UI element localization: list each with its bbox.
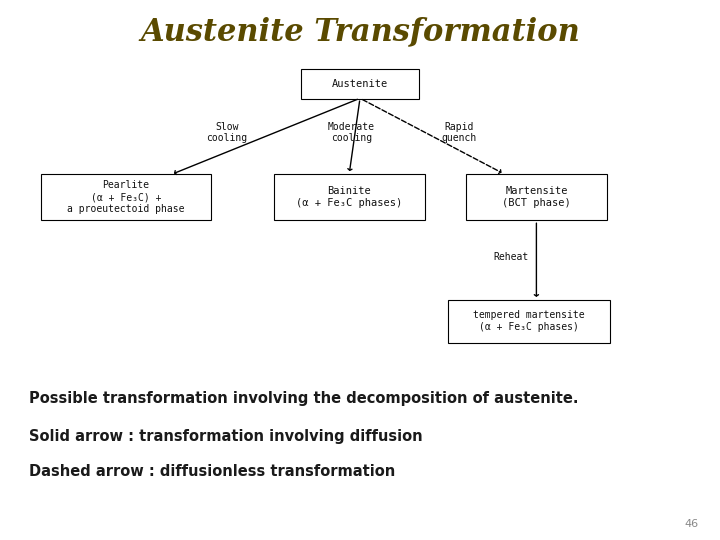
FancyBboxPatch shape <box>274 174 425 220</box>
Text: Moderate
cooling: Moderate cooling <box>328 122 375 143</box>
Text: Dashed arrow : diffusionless transformation: Dashed arrow : diffusionless transformat… <box>29 464 395 480</box>
Text: tempered martensite
(α + Fe₃C phases): tempered martensite (α + Fe₃C phases) <box>473 310 585 332</box>
Text: Austenite Transformation: Austenite Transformation <box>140 16 580 47</box>
Text: Martensite
(BCT phase): Martensite (BCT phase) <box>502 186 571 208</box>
FancyBboxPatch shape <box>301 69 419 98</box>
Text: Austenite: Austenite <box>332 79 388 89</box>
Text: Rapid
quench: Rapid quench <box>442 122 477 143</box>
FancyBboxPatch shape <box>467 174 606 220</box>
Text: Solid arrow : transformation involving diffusion: Solid arrow : transformation involving d… <box>29 429 423 444</box>
FancyBboxPatch shape <box>42 174 210 220</box>
Text: Slow
cooling: Slow cooling <box>206 122 248 143</box>
Text: 46: 46 <box>684 519 698 529</box>
Text: Reheat: Reheat <box>494 252 528 261</box>
Text: Possible transformation involving the decomposition of austenite.: Possible transformation involving the de… <box>29 392 578 407</box>
Text: Pearlite
(α + Fe₃C) +
a proeutectoid phase: Pearlite (α + Fe₃C) + a proeutectoid pha… <box>67 180 185 214</box>
FancyBboxPatch shape <box>448 300 610 343</box>
Text: Bainite
(α + Fe₃C phases): Bainite (α + Fe₃C phases) <box>296 186 402 208</box>
